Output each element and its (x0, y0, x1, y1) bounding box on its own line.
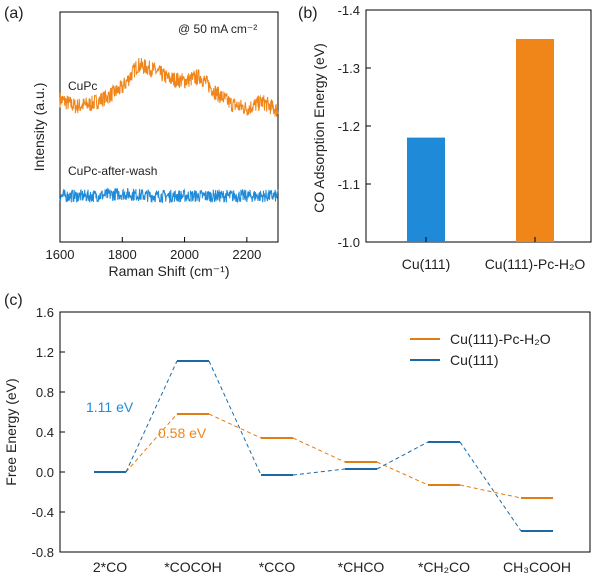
series-label-cupc: CuPc (68, 79, 97, 93)
x-tick-label: 1800 (108, 247, 137, 262)
panel-b-frame (365, 9, 592, 243)
panel-c-ylabel: Free Energy (eV) (3, 378, 19, 485)
panel-a-label: (a) (4, 5, 24, 22)
connector-pc (292, 437, 346, 463)
series-line-cupc (59, 57, 279, 117)
panel-a: (a) 1600 1800 2000 2200 Raman Shift (cm⁻¹) … (4, 5, 279, 279)
connector-pc (125, 413, 178, 473)
y-tick-label: -1.1 (338, 177, 360, 192)
connector-cu111 (125, 360, 178, 473)
panel-a-xlabel: Raman Shift (cm⁻¹) (109, 263, 230, 279)
legend-label-cu111: Cu(111) (450, 352, 499, 368)
panel-a-annotation: @ 50 mA cm⁻² (178, 22, 257, 36)
connector-cu111 (376, 441, 429, 470)
connector-pc (459, 484, 522, 499)
annotation-pc-barrier: 0.58 eV (158, 425, 207, 441)
bar-cu111 (407, 137, 445, 242)
x-tick-label: 1600 (46, 247, 75, 262)
x-category-label: 2*CO (93, 559, 127, 575)
x-tick-label: 2000 (170, 247, 199, 262)
x-category-label: Cu(111)-Pc-H₂O (485, 256, 586, 272)
panel-c-series (94, 360, 553, 532)
x-category-label: *CH₂CO (418, 559, 470, 575)
panel-a-ylabel: Intensity (a.u.) (31, 83, 47, 172)
y-tick-label: -0.4 (32, 505, 54, 520)
panel-c-y-ticks: -0.8 -0.4 0.0 0.4 0.8 1.2 1.6 (32, 305, 65, 560)
connector-cu111 (459, 441, 522, 532)
x-category-label: Cu(111) (402, 256, 451, 272)
y-tick-label: -0.8 (32, 545, 54, 560)
x-category-label: *CHCO (338, 559, 385, 575)
x-category-label: *CCO (259, 559, 296, 575)
connector-cu111 (292, 468, 346, 476)
panel-c: (c) -0.8 -0.4 0.0 0.4 0.8 1.2 1.6 2*CO *COCOH *C… (3, 292, 591, 575)
panel-a-frame (59, 11, 279, 243)
bar-cu111-pc-h2o (516, 39, 554, 242)
panel-b: (b) -1.0 -1.1 -1.2 -1.3 -1.4 Cu(111) Cu(111)-… (298, 3, 592, 272)
panel-c-label: (c) (4, 292, 23, 309)
y-tick-label: 0.0 (36, 465, 54, 480)
y-tick-label: 0.8 (36, 385, 54, 400)
x-category-label: *COCOH (164, 559, 222, 575)
x-tick-label: 2200 (232, 247, 261, 262)
series-label-cupc-after-wash: CuPc-after-wash (68, 164, 157, 178)
y-tick-label: 0.4 (36, 425, 54, 440)
connector-pc (208, 413, 262, 439)
series-line-cupc-after-wash (59, 187, 279, 204)
y-tick-label: 1.6 (36, 305, 54, 320)
panel-c-x-labels: 2*CO *COCOH *CCO *CHCO *CH₂CO CH₃COOH (93, 559, 571, 575)
panel-b-label: (b) (298, 5, 318, 22)
panel-a-series (59, 57, 279, 204)
panel-c-legend: Cu(111)-Pc-H₂O Cu(111) (410, 331, 551, 368)
y-tick-label: -1.3 (338, 61, 360, 76)
y-tick-label: -1.4 (338, 3, 360, 18)
annotation-cu111-barrier: 1.11 eV (86, 399, 134, 415)
panel-b-bars (407, 39, 554, 242)
panel-b-ylabel: CO Adsorption Energy (eV) (311, 43, 327, 213)
panel-a-x-ticks: 1600 1800 2000 2200 (46, 237, 261, 262)
y-tick-label: -1.0 (338, 235, 360, 250)
x-category-label: CH₃COOH (503, 559, 571, 575)
panel-c-frame (59, 311, 591, 553)
panel-b-y-ticks: -1.0 -1.1 -1.2 -1.3 -1.4 (338, 3, 371, 250)
y-tick-label: 1.2 (36, 345, 54, 360)
legend-label-pc: Cu(111)-Pc-H₂O (450, 331, 551, 347)
panel-b-x-labels: Cu(111) Cu(111)-Pc-H₂O (402, 237, 586, 272)
connector-pc (376, 461, 429, 486)
y-tick-label: -1.2 (338, 119, 360, 134)
